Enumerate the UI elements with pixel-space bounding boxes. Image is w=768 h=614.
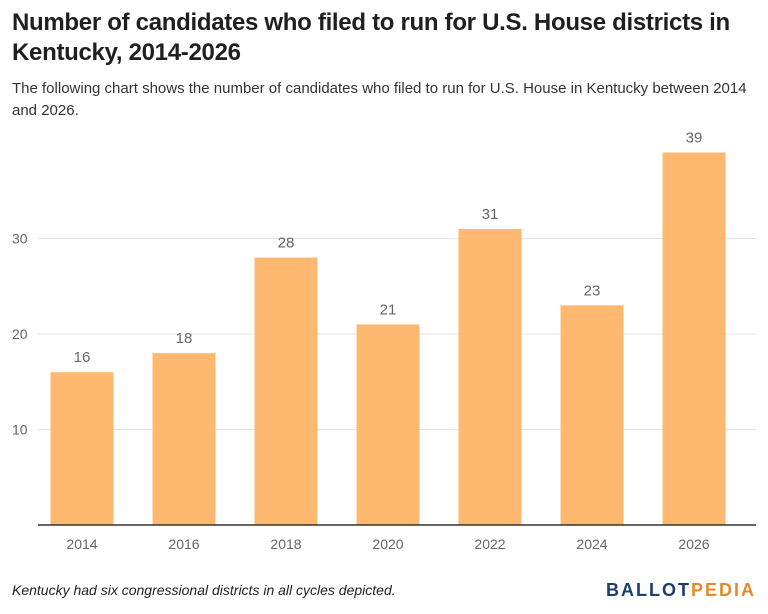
bar-2022[interactable]: [458, 228, 522, 525]
data-label: 28: [278, 235, 295, 252]
chart-subtitle: The following chart shows the number of …: [12, 80, 747, 119]
y-tick-label: 20: [12, 326, 28, 342]
x-tick-label: 2026: [678, 536, 709, 552]
data-label: 21: [380, 301, 397, 318]
x-tick-label: 2020: [372, 536, 403, 552]
data-label: 16: [74, 349, 91, 366]
data-label: 23: [584, 282, 601, 299]
bar-2014[interactable]: [50, 372, 114, 525]
x-tick-label: 2018: [270, 536, 301, 552]
chart-title: Number of candidates who filed to run fo…: [12, 9, 730, 66]
ballotpedia-logo[interactable]: BALLOTPEDIA: [606, 580, 756, 601]
y-tick-label: 30: [12, 231, 28, 247]
x-tick-label: 2016: [168, 536, 199, 552]
x-tick-label: 2014: [66, 536, 97, 552]
bar-2026[interactable]: [662, 152, 726, 526]
x-tick-label: 2024: [576, 536, 607, 552]
bars: [50, 152, 726, 526]
axes: 10 20 30 2014 2016 2018 2020 2022 2024 2026: [12, 231, 756, 552]
logo-part-pedia: PEDIA: [690, 580, 756, 600]
bar-2024[interactable]: [560, 305, 624, 525]
logo-part-ballot: BALLOT: [606, 580, 691, 600]
bar-2020[interactable]: [356, 324, 420, 525]
data-labels: 16 18 28 21 31 23 39: [74, 130, 703, 367]
data-label: 31: [482, 206, 499, 223]
data-label: 18: [176, 330, 193, 347]
x-tick-label: 2022: [474, 536, 505, 552]
data-label: 39: [686, 130, 703, 147]
y-tick-label: 10: [12, 422, 28, 438]
bar-2016[interactable]: [152, 353, 216, 525]
footnote: Kentucky had six congressional districts…: [12, 582, 396, 598]
bar-2018[interactable]: [254, 257, 318, 525]
